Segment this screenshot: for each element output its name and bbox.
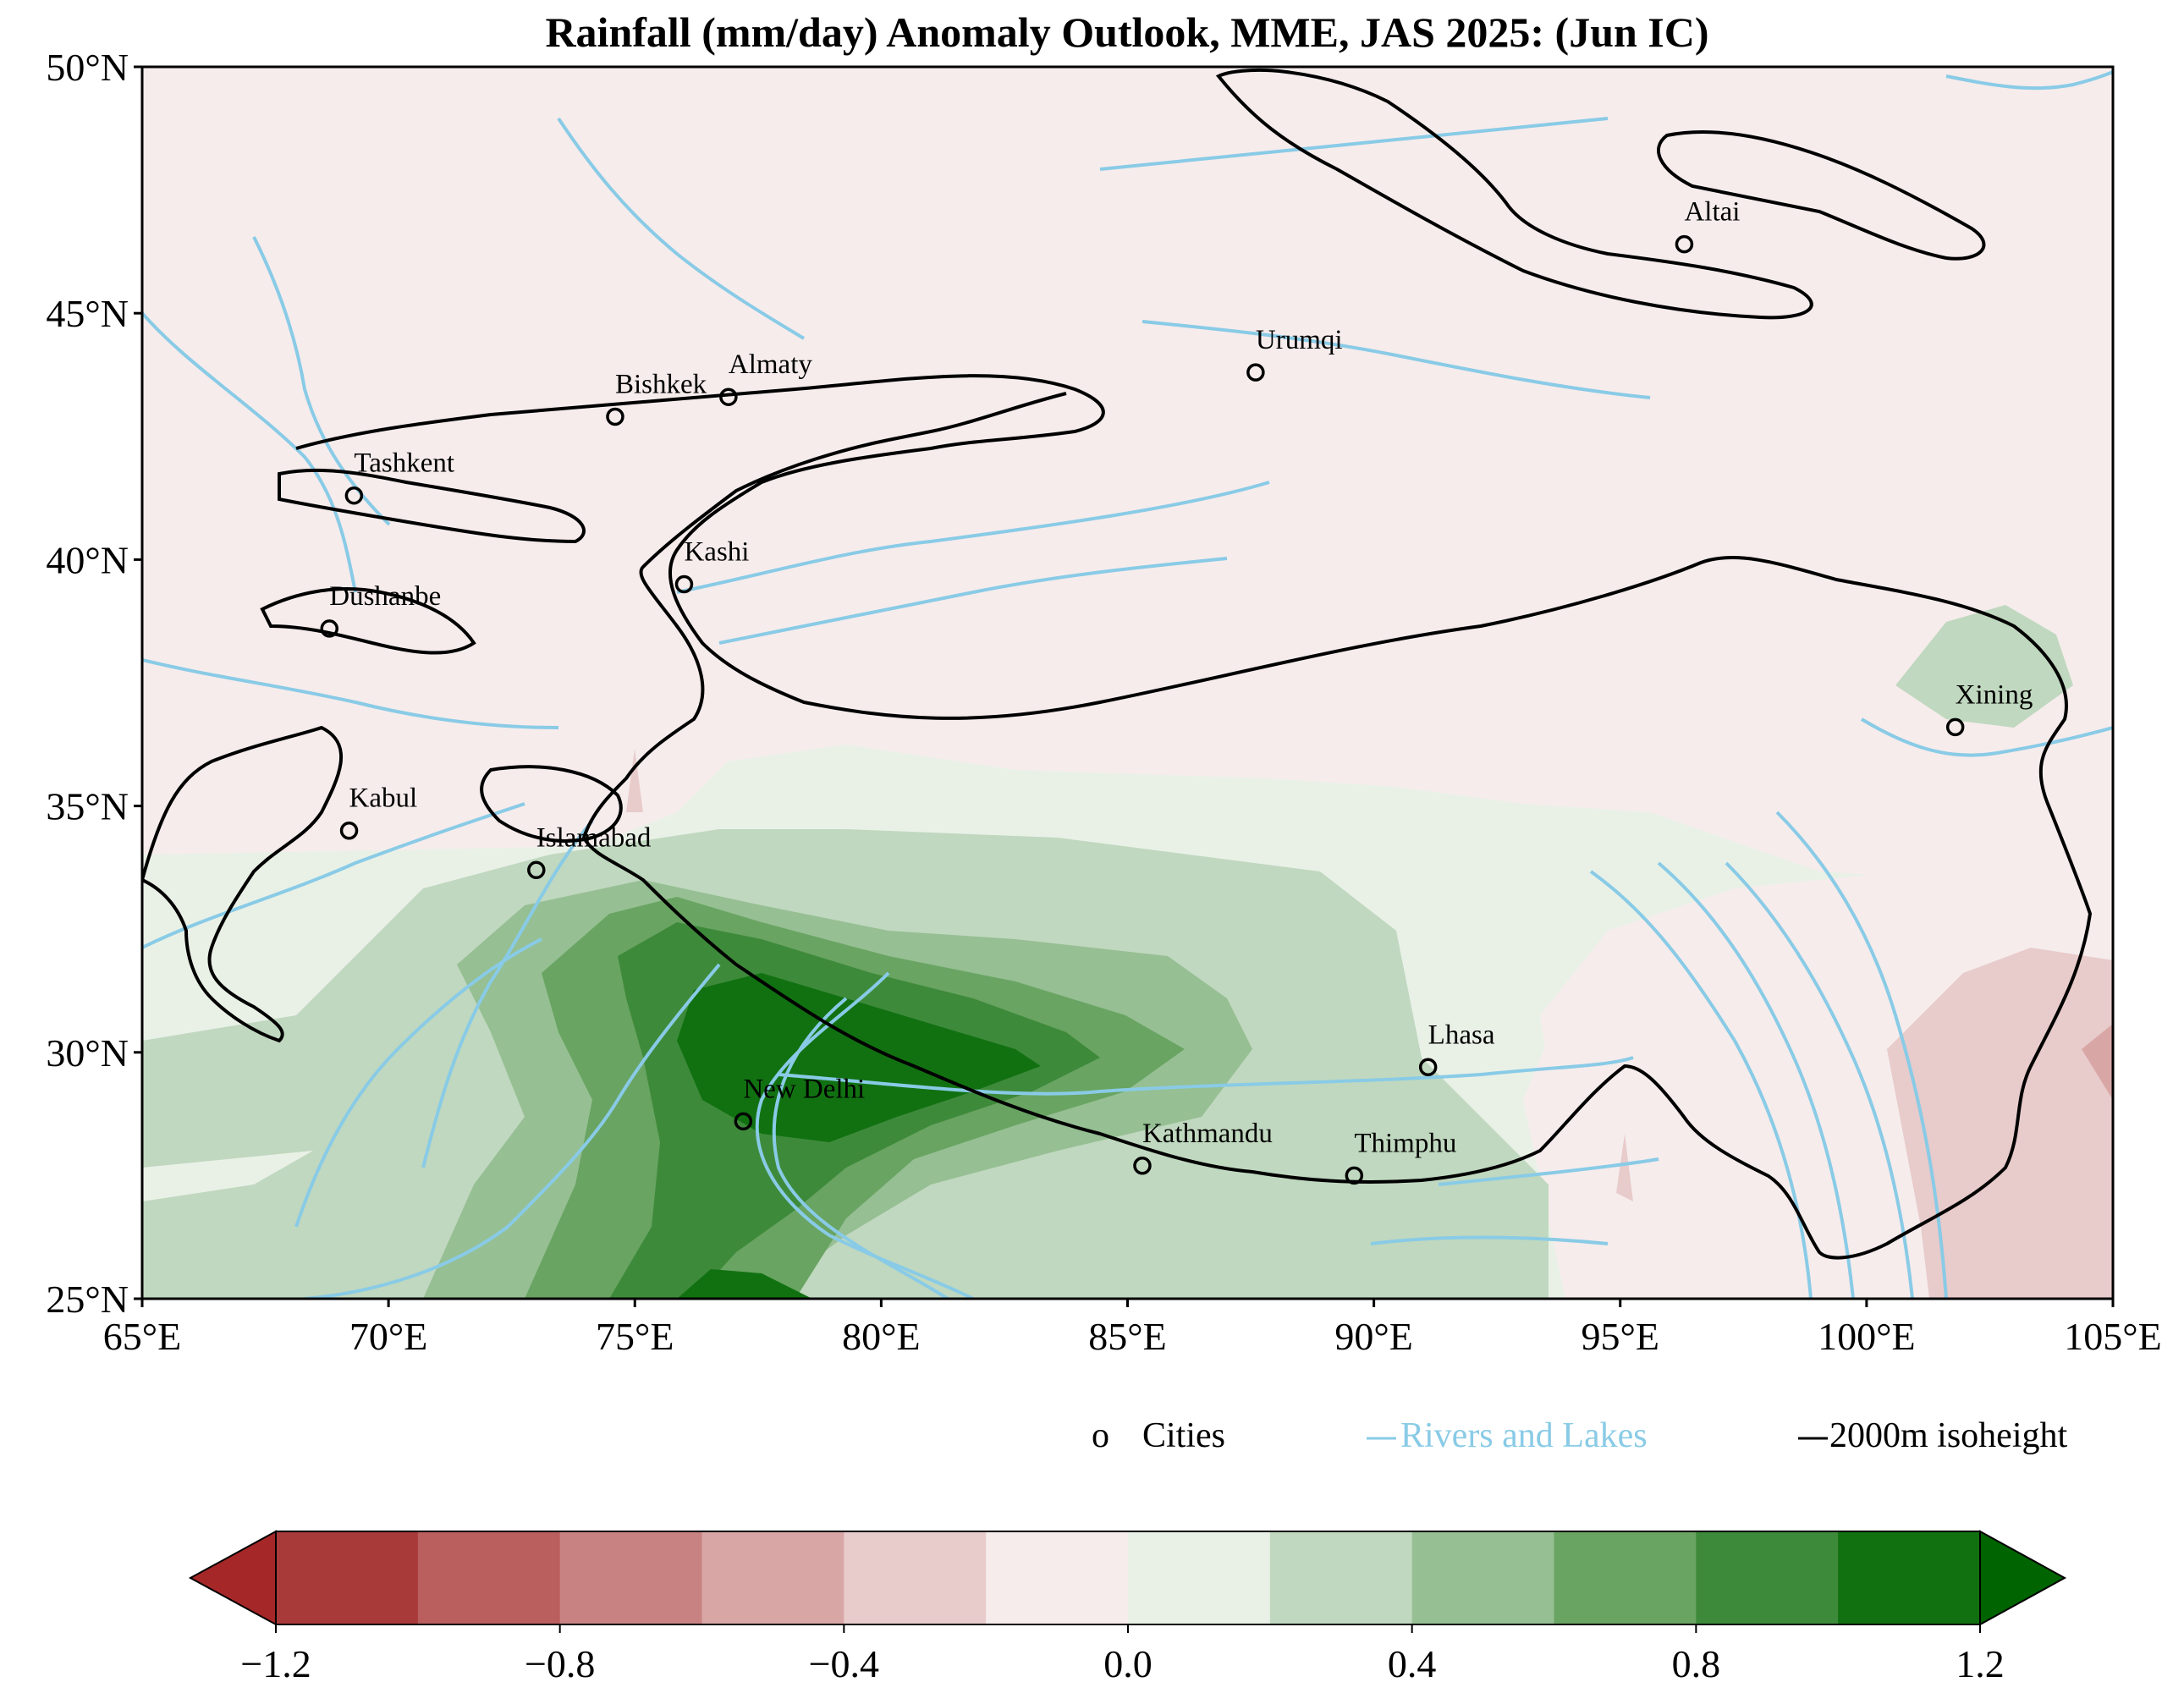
map-legend: o Cities Rivers and Lakes 2000m isoheigh… — [1092, 1416, 2067, 1455]
city-markers-layer: Tashkent Bishkek Almaty Urumqi Altai Kashi Dus… — [320, 197, 2033, 1185]
legend-isoheight-label: 2000m isoheight — [1829, 1416, 2067, 1455]
city-label: Bishkek — [615, 370, 707, 400]
city-marker — [527, 860, 546, 880]
y-tick-label: 50°N — [46, 46, 129, 89]
colorbar-segment — [1128, 1531, 1271, 1624]
x-tick-label: 80°E — [842, 1315, 921, 1358]
x-tick-label: 70°E — [349, 1315, 428, 1358]
anomaly-fill-pink-deeper — [2082, 1024, 2113, 1100]
x-tick-label: 100°E — [1818, 1315, 1916, 1358]
city-marker — [734, 1112, 753, 1131]
anomaly-fill-pink-islamabad — [626, 749, 643, 812]
isoheight-2000m-layer — [142, 68, 2093, 1260]
city-label: Urumqi — [1256, 325, 1343, 355]
city-label: Tashkent — [354, 448, 454, 479]
city-label: Xining — [1956, 679, 2033, 710]
colorbar: −1.2 −0.8 −0.4 0.0 0.4 0.8 1.2 — [188, 1530, 2067, 1685]
city-marker — [1945, 717, 1965, 737]
city-label: Dushanbe — [329, 581, 441, 612]
legend-cities-marker: o — [1092, 1416, 1109, 1455]
city-label: Kabul — [349, 783, 418, 814]
colorbar-segment — [1411, 1531, 1554, 1624]
y-tick-label: 45°N — [46, 292, 129, 335]
anomaly-fill-green-south-5 — [677, 973, 1041, 1142]
colorbar-segment — [276, 1531, 419, 1624]
colorbar-segment — [701, 1531, 844, 1624]
y-tick-label: 40°N — [46, 538, 129, 581]
colorbar-tick-label: 1.2 — [1956, 1642, 2005, 1685]
y-tick-label: 35°N — [46, 785, 129, 828]
city-marker — [320, 619, 339, 638]
city-label: Almaty — [729, 349, 812, 380]
x-tick-label: 95°E — [1582, 1315, 1660, 1358]
colorbar-segment — [1838, 1531, 1981, 1624]
colorbar-tick-label: 0.8 — [1672, 1642, 1721, 1685]
colorbar-tick-label: −0.4 — [809, 1642, 879, 1685]
anomaly-fill-green-south-1b — [142, 1151, 313, 1201]
city-label: Kathmandu — [1142, 1119, 1273, 1149]
colorbar-tick-label: 0.4 — [1388, 1642, 1437, 1685]
map-axes: 65°E 70°E 75°E 80°E 85°E 90°E 95°E 100°E 105°E 50… — [46, 46, 2161, 1358]
city-marker — [1133, 1157, 1152, 1175]
x-tick-label: 90°E — [1334, 1315, 1413, 1358]
city-label: New Delhi — [743, 1074, 865, 1104]
anomaly-fill-green-xining — [1895, 605, 2073, 728]
x-tick-label: 105°E — [2064, 1315, 2162, 1358]
city-label: Altai — [1684, 197, 1740, 228]
x-tick-label: 85°E — [1088, 1315, 1167, 1358]
x-tick-label: 75°E — [596, 1315, 674, 1358]
city-marker — [719, 388, 738, 406]
colorbar-tick-label: −0.8 — [525, 1642, 595, 1685]
city-marker — [339, 821, 359, 840]
city-label: Kashi — [684, 537, 749, 568]
legend-cities-label: Cities — [1142, 1416, 1225, 1455]
city-marker — [1345, 1166, 1364, 1185]
city-marker — [1246, 363, 1265, 382]
anomaly-fill-pink-brahmaputra — [1616, 1134, 1633, 1201]
colorbar-segment — [1269, 1531, 1413, 1624]
city-label: Lhasa — [1428, 1020, 1495, 1050]
map-panel: Tashkent Bishkek Almaty Urumqi Altai Kashi Dus… — [140, 65, 2115, 1300]
colorbar-segment — [417, 1531, 561, 1624]
colorbar-segment — [559, 1531, 702, 1624]
colorbar-segment — [1554, 1531, 1697, 1624]
anomaly-fill-green-south-6 — [677, 1269, 812, 1299]
colorbar-over-arrow — [1979, 1530, 2067, 1626]
city-marker — [674, 574, 694, 594]
colorbar-tick-label: −1.2 — [240, 1642, 311, 1685]
colorbar-under-arrow — [188, 1530, 277, 1626]
x-tick-label: 65°E — [103, 1315, 182, 1358]
rivers-and-lakes-layer — [142, 70, 2113, 1299]
city-label: Islamabad — [536, 822, 652, 853]
city-marker — [606, 407, 624, 426]
city-label: Thimphu — [1354, 1128, 1456, 1158]
anomaly-fill-green-mid — [142, 67, 1735, 855]
city-marker — [1418, 1058, 1438, 1077]
legend-rivers-label: Rivers and Lakes — [1400, 1416, 1648, 1455]
colorbar-segment — [986, 1531, 1129, 1624]
city-marker — [344, 486, 364, 505]
map-title: Rainfall (mm/day) Anomaly Outlook, MME, … — [545, 8, 1708, 56]
city-marker — [1675, 234, 1694, 254]
y-tick-label: 25°N — [46, 1278, 129, 1321]
colorbar-segment — [1696, 1531, 1839, 1624]
y-tick-label: 30°N — [46, 1031, 129, 1075]
colorbar-tick-label: 0.0 — [1103, 1642, 1153, 1685]
colorbar-segment — [844, 1531, 987, 1624]
anomaly-fill-layer: Tashkent Bishkek Almaty Urumqi Altai Kashi Dus… — [142, 67, 2113, 1299]
